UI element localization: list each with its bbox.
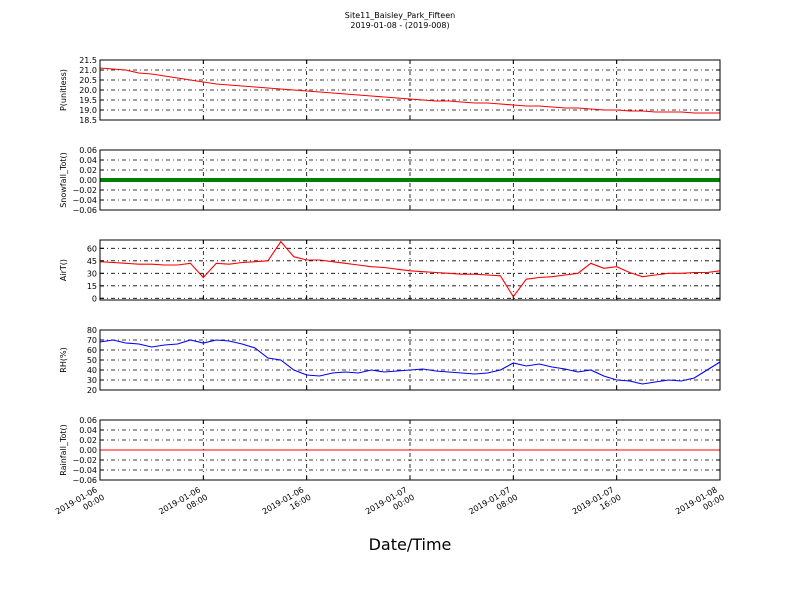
plot-frame [99, 149, 721, 211]
y-tick-label: 40 [87, 366, 97, 375]
data-line [99, 339, 721, 385]
y-tick-label: −0.02 [72, 186, 97, 195]
y-axis-label: RH(%) [59, 347, 68, 372]
y-tick-label: −0.06 [72, 476, 97, 485]
y-tick-label: 0 [92, 294, 97, 303]
y-tick-label: 0.06 [79, 416, 97, 425]
y-axis-label: AirT() [59, 259, 68, 281]
y-tick-label: −0.04 [72, 466, 97, 475]
y-tick-label: 30 [87, 376, 97, 385]
y-tick-label: 80 [87, 326, 97, 335]
y-tick-label: 20 [87, 386, 97, 395]
y-tick-label: −0.02 [72, 456, 97, 465]
plot-frame [99, 239, 721, 301]
chart-subtitle: 2019-01-08 - (2019-008) [350, 21, 449, 30]
data-line [99, 240, 721, 298]
plot-frame [99, 329, 721, 391]
y-tick-label: 19.5 [79, 96, 97, 105]
y-tick-label: 70 [87, 336, 97, 345]
plot-frame [99, 59, 721, 121]
y-tick-label: 0.02 [79, 166, 97, 175]
y-tick-label: 60 [87, 346, 97, 355]
y-tick-label: −0.04 [72, 196, 97, 205]
y-tick-label: 21.5 [79, 56, 97, 65]
x-axis-label: Date/Time [369, 535, 452, 554]
y-tick-label: 50 [87, 356, 97, 365]
chart-title: Site11_Baisley_Park_Fifteen [345, 11, 455, 20]
y-tick-label: 0.00 [79, 446, 97, 455]
y-tick-label: 21.0 [79, 66, 97, 75]
y-tick-label: 0.02 [79, 436, 97, 445]
y-tick-label: 0.04 [79, 426, 97, 435]
y-tick-label: 19.0 [79, 106, 97, 115]
y-axis-label: P(unitless) [59, 69, 68, 111]
y-tick-label: 60 [87, 244, 97, 253]
data-line [99, 67, 720, 114]
y-tick-label: 20.5 [79, 76, 97, 85]
y-axis-label: Snowfall_Tot() [59, 152, 68, 208]
y-tick-label: 18.5 [79, 116, 97, 125]
y-tick-label: 15 [87, 282, 97, 291]
y-tick-label: 0.06 [79, 146, 97, 155]
y-tick-label: −0.06 [72, 206, 97, 215]
y-axis-label: Rainfall_Tot() [59, 424, 68, 476]
y-tick-label: 0.00 [79, 176, 97, 185]
y-tick-label: 30 [87, 269, 97, 278]
y-tick-label: 0.04 [79, 156, 97, 165]
y-tick-label: 20.0 [79, 86, 97, 95]
y-tick-label: 45 [87, 257, 97, 266]
plot-frame [99, 419, 721, 481]
